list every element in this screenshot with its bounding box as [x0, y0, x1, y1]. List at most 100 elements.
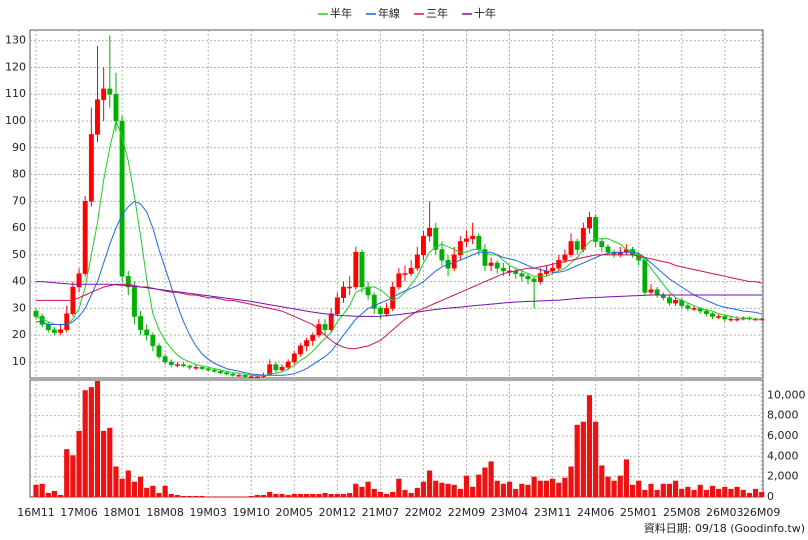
volume-bar	[648, 483, 654, 497]
price-panel	[29, 29, 764, 379]
volume-bar	[463, 475, 470, 497]
volume-bar	[752, 488, 759, 497]
legend-label: 三年	[426, 6, 448, 20]
volume-bar	[334, 493, 340, 497]
y-tick-label: 130	[5, 34, 26, 47]
candle-body	[457, 241, 463, 256]
x-tick-label: 25M08	[663, 506, 701, 519]
y-tick-label: 70	[12, 194, 26, 207]
volume-bar	[125, 470, 131, 497]
candle-body	[685, 305, 691, 309]
candle-body	[310, 334, 316, 341]
volume-bar	[217, 496, 224, 497]
candle-body	[248, 376, 254, 378]
y2-tick-label: 0	[767, 490, 774, 503]
volume-bar	[679, 488, 685, 497]
candle-body	[236, 375, 242, 377]
candle-body	[88, 134, 94, 202]
candle-body	[279, 367, 285, 371]
volume-bar	[107, 427, 113, 497]
volume-bar	[716, 488, 722, 497]
candle-body	[482, 249, 488, 266]
candle-body	[150, 334, 156, 347]
candle-body	[562, 254, 568, 261]
candle-body	[322, 324, 328, 331]
volume-bar	[101, 430, 107, 497]
candle-body	[211, 369, 217, 372]
y-tick-label: 80	[12, 168, 26, 181]
volume-bar	[347, 492, 353, 497]
candle-body	[464, 238, 469, 242]
volume-bar	[445, 483, 451, 497]
candle-body	[64, 313, 70, 331]
candle-body	[168, 361, 174, 365]
volume-bar	[273, 493, 279, 497]
candle-body	[451, 254, 457, 269]
volume-bar	[82, 390, 88, 497]
volume-bar	[500, 483, 506, 497]
volume-bar	[304, 493, 310, 497]
volume-bar	[359, 486, 365, 497]
candle-body	[550, 267, 556, 272]
volume-bar	[408, 492, 414, 497]
volume-bar	[556, 482, 562, 497]
candle-body	[722, 316, 728, 320]
candle-body	[273, 364, 279, 371]
volume-bar	[119, 478, 125, 497]
volume-bar	[759, 491, 765, 497]
volume-bar	[260, 494, 267, 497]
volume-bar	[728, 488, 734, 497]
volume-bar	[722, 486, 728, 497]
candle-body	[580, 227, 586, 250]
candle-body	[156, 345, 162, 357]
volume-bar	[39, 483, 45, 497]
volume-bar	[506, 481, 513, 497]
volume-bar	[377, 491, 383, 497]
volume-bar	[297, 493, 304, 497]
candle-body	[525, 276, 531, 280]
candle-body	[119, 120, 125, 277]
volume-bar	[746, 492, 752, 497]
volume-bar	[279, 493, 285, 497]
volume-bar	[236, 496, 242, 497]
volume-bar	[457, 488, 463, 497]
candle-body	[199, 367, 205, 369]
candle-body	[138, 316, 144, 331]
candle-body	[667, 297, 672, 304]
x-tick-label: 23M11	[534, 506, 572, 519]
candle-body	[654, 289, 660, 296]
candle-body	[131, 286, 137, 317]
candle-body	[82, 201, 88, 274]
candle-body	[402, 273, 408, 275]
candle-body	[605, 246, 611, 253]
y-tick-label: 20	[12, 328, 26, 341]
volume-bar	[580, 421, 586, 497]
volume-bar	[513, 488, 519, 497]
candle-body	[414, 254, 420, 269]
candle-body	[734, 318, 740, 321]
x-tick-label: 19M10	[233, 506, 271, 519]
candle-body	[531, 278, 537, 282]
x-tick-label: 22M09	[448, 506, 486, 519]
x-tick-label: 18M08	[146, 506, 184, 519]
x-tick-label: 20M12	[319, 506, 357, 519]
volume-bar	[488, 461, 494, 497]
volume-bar	[267, 491, 273, 497]
volume-bar	[131, 481, 137, 497]
volume-bar	[673, 480, 679, 497]
candle-body	[673, 300, 679, 304]
candle-body	[193, 367, 199, 369]
candle-body	[52, 329, 57, 333]
volume-bar	[740, 489, 746, 497]
candle-body	[568, 241, 574, 256]
candle-body	[230, 373, 236, 376]
volume-bar	[599, 465, 605, 497]
volume-bar	[242, 496, 248, 497]
volume-bar	[230, 496, 236, 497]
volume-bar	[45, 492, 51, 497]
volume-bar	[605, 476, 611, 497]
y-tick-label: 10	[12, 355, 26, 368]
volume-bar	[199, 495, 205, 497]
legend-label: 年線	[378, 6, 400, 20]
